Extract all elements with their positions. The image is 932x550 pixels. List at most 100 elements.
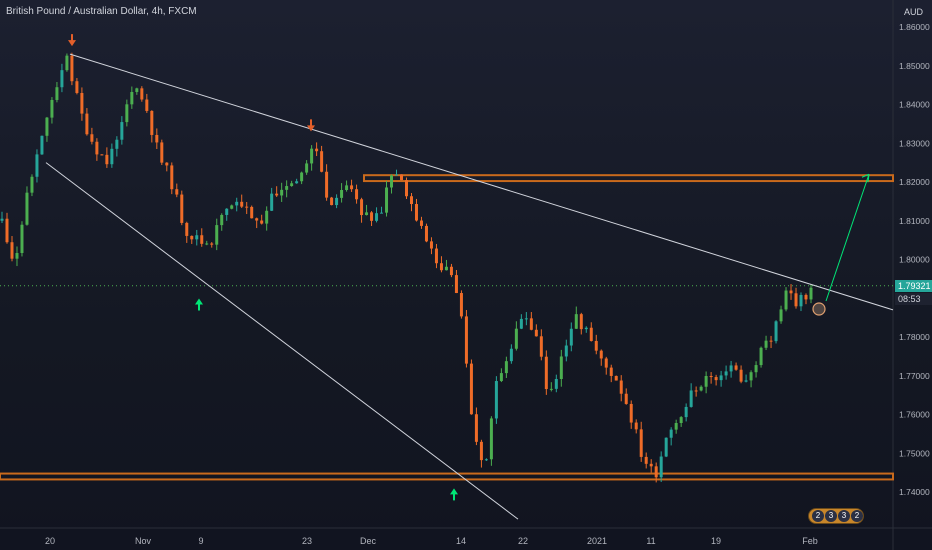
candle-body [599,350,603,359]
candle-body [694,390,698,392]
candle-body [60,70,64,88]
x-tick-label: Nov [135,536,152,546]
candle-body [125,104,129,123]
candle-body [110,148,114,165]
candle-body [459,293,463,317]
candle-body [799,294,803,307]
candle-body [489,418,493,460]
tradingview-logo[interactable]: 2 3 3 2 [808,508,864,524]
candle-body [315,148,319,152]
candle-body [704,375,708,387]
candle-body [215,225,219,245]
candle-body [564,345,568,357]
candle-body [669,429,673,438]
x-tick-label: 22 [518,536,528,546]
candle-body [574,314,578,329]
y-tick-label: 1.85000 [899,61,930,71]
candle-body [400,174,404,181]
candle-body [804,294,808,300]
candle-body [464,316,468,364]
candle-body [789,290,793,294]
candle-body [764,340,768,348]
y-tick-label: 1.74000 [899,487,930,497]
candle-body [734,365,738,370]
candle-body [449,266,453,276]
candle-body [295,181,299,184]
candle-body [195,235,199,240]
candle-body [719,375,723,381]
candle-body [649,463,653,467]
candle-body [659,456,663,478]
descending-trendline-upper [69,53,894,311]
candle-body [200,235,204,244]
candle-body [539,336,543,357]
swing-high-arrow-1 [68,34,76,47]
candle-body [220,214,224,226]
candle-body [50,99,54,118]
candle-body [774,321,778,342]
candle-body [85,113,89,135]
candle-body [135,88,139,92]
candle-body [714,377,718,381]
symbol-title[interactable]: British Pound / Australian Dollar, 4h, F… [6,6,197,17]
candle-body [305,163,309,173]
candle-body [350,185,354,190]
candle-body [424,225,428,242]
candle-body [664,437,668,457]
candle-body [729,365,733,372]
x-tick-label: 23 [302,536,312,546]
candle-body [395,174,399,176]
y-tick-label: 1.80000 [899,255,930,265]
candle-body [105,154,109,165]
candle-body [155,134,159,143]
candle-body [504,361,508,374]
candle-body [794,293,798,307]
candle-body [544,356,548,390]
candle-body [15,253,19,259]
candle-body [145,99,149,111]
candle-body [320,151,324,172]
candle-body [594,340,598,351]
candle-body [614,375,618,381]
projection-arrowhead [861,173,870,183]
candle-body [724,371,728,376]
candle-body [5,218,9,243]
candle-body [469,363,473,415]
candle-body [639,429,643,457]
x-tick-label: Dec [360,536,377,546]
candle-body [260,220,264,224]
last-price-tag: 1.79321 [895,279,932,292]
candle-body [230,205,234,209]
x-tick-label: 9 [198,536,203,546]
candle-body [75,81,79,93]
candle-body [739,369,743,382]
candle-body [25,192,29,225]
candle-body [190,235,194,240]
candle-body [380,212,384,214]
candle-body [40,135,44,155]
candle-body [499,373,503,382]
candle-body [285,186,289,190]
candle-body [20,224,24,254]
candle-body [35,154,39,177]
candle-body [439,263,443,271]
swing-high-arrow-2 [307,119,315,132]
candle-body [429,241,433,249]
candle-body [365,212,369,216]
candle-body [744,380,748,382]
candle-body [250,206,254,219]
candle-body [769,340,773,342]
candle-body [674,423,678,430]
descending-trendline-lower [45,162,519,520]
candle-body [340,189,344,198]
candle-body [280,189,284,196]
candle-body [180,194,184,223]
candle-body [150,110,154,135]
y-tick-label: 1.83000 [899,138,930,148]
candle-body [370,212,374,221]
candle-body [684,406,688,418]
candle-body [454,275,458,294]
countdown-text: 08:53 [898,293,921,304]
